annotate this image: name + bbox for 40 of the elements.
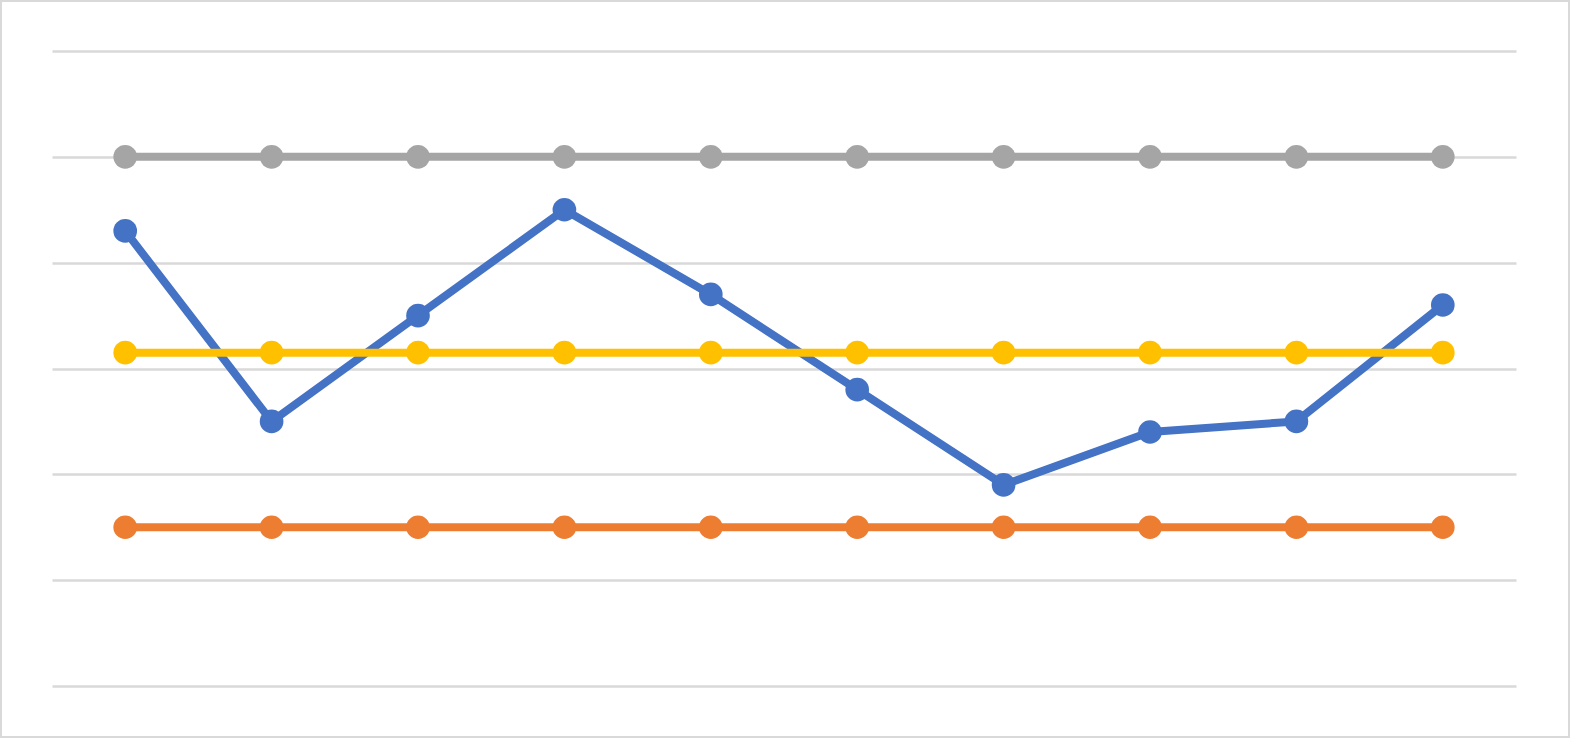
- point: [698, 282, 723, 307]
- point: [552, 515, 577, 540]
- point: [698, 340, 723, 365]
- point: [552, 145, 577, 169]
- point: [1138, 420, 1162, 444]
- point: [1284, 409, 1309, 434]
- point: [698, 145, 723, 169]
- point: [1138, 515, 1162, 540]
- point: [698, 515, 723, 540]
- point: [1138, 340, 1162, 365]
- point: [1430, 515, 1455, 540]
- point: [991, 340, 1016, 365]
- point: [259, 515, 284, 540]
- point: [1430, 340, 1455, 365]
- point: [113, 340, 138, 365]
- point: [1284, 145, 1309, 169]
- point: [1430, 293, 1455, 317]
- point: [845, 377, 870, 402]
- point: [1430, 145, 1455, 169]
- point: [552, 340, 577, 365]
- point: [552, 197, 577, 222]
- point: [845, 340, 870, 365]
- point: [406, 303, 430, 328]
- point: [991, 473, 1016, 497]
- point: [845, 145, 870, 169]
- point: [259, 409, 284, 434]
- point: [845, 515, 870, 540]
- point: [406, 340, 430, 365]
- point: [1284, 515, 1309, 540]
- point: [259, 340, 284, 365]
- point: [113, 515, 138, 540]
- point: [259, 145, 284, 169]
- point: [991, 145, 1016, 169]
- point: [113, 219, 138, 243]
- point: [1138, 145, 1162, 169]
- point: [991, 515, 1016, 540]
- point: [406, 145, 430, 169]
- point: [406, 515, 430, 540]
- point: [1284, 340, 1309, 365]
- point: [113, 145, 138, 169]
